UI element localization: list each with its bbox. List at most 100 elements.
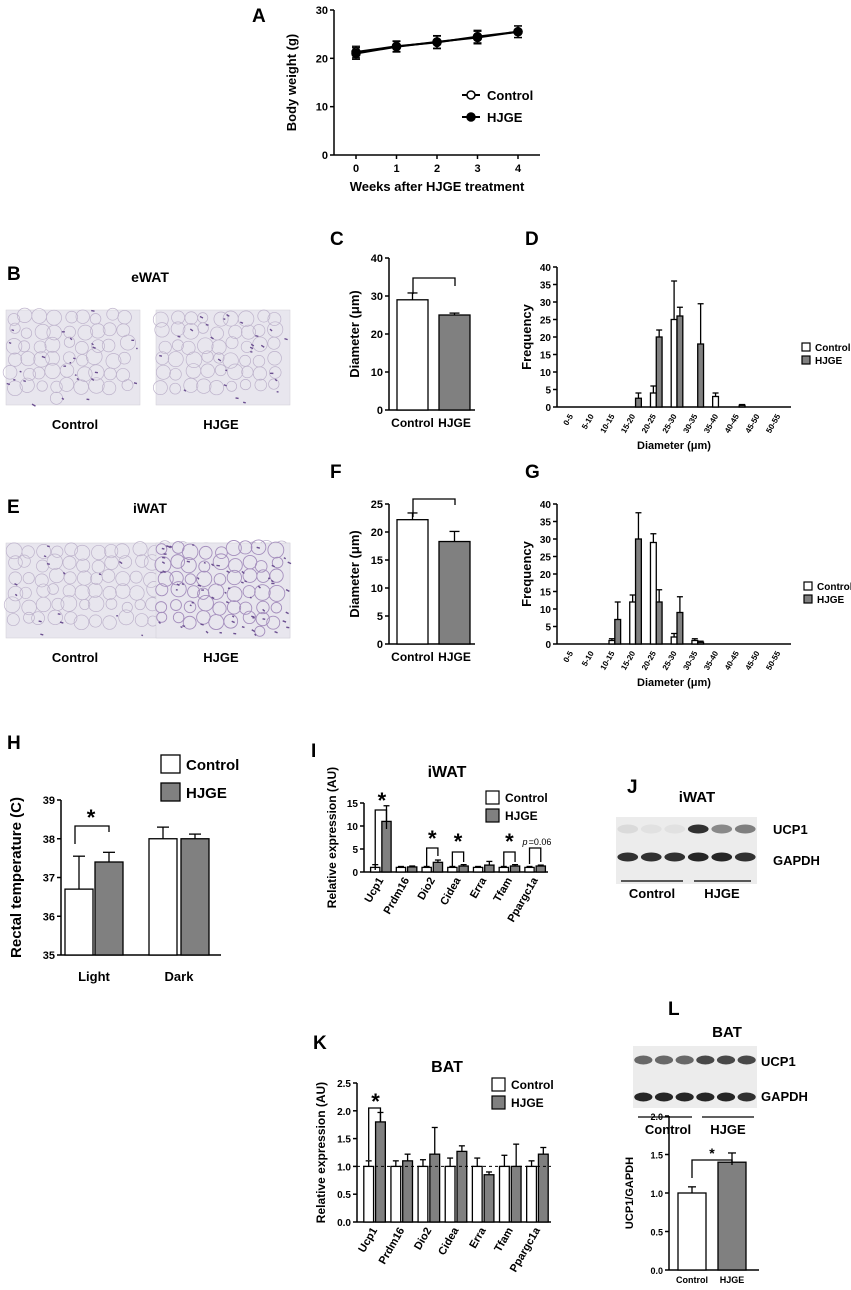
D-x-tick-label: 25-30	[661, 412, 679, 435]
H-s1-bar-1	[180, 838, 210, 956]
G-s0-bar-6	[691, 639, 699, 645]
D-x-axis-label: Diameter (μm)	[637, 440, 711, 452]
panel-L-letter: L	[668, 999, 680, 1020]
K-legend-label-1: HJGE	[511, 1096, 544, 1110]
I-significance-star-Tfam: *	[505, 829, 514, 854]
L-band-row1-lane3	[696, 1092, 715, 1102]
G-y-tick-label: 25	[540, 553, 552, 564]
B-title: eWAT	[131, 269, 169, 285]
L-bar-1	[717, 1161, 747, 1271]
I-legend-swatch-0	[485, 790, 500, 805]
K-y-tick-label: 0.5	[337, 1190, 351, 1201]
G-x-tick-label: 15-20	[619, 649, 637, 672]
E-hjge-nuclei	[158, 544, 292, 636]
I-legend-swatch-1	[485, 808, 500, 823]
I-bracket-Dio2	[426, 847, 439, 866]
C-y-tick-label: 20	[371, 329, 383, 341]
B-hjge-micrograph	[152, 309, 291, 406]
I-s1-bar-6	[535, 865, 547, 873]
C-y-tick-label: 10	[371, 367, 383, 379]
L-band-row1-lane2	[675, 1092, 694, 1102]
H-y-tick-label: 35	[43, 950, 55, 962]
A-x-tick-label: 4	[515, 163, 522, 175]
A-point-s1	[351, 48, 361, 59]
A-legend-label-0: Control	[487, 88, 533, 103]
K-s0-bar-2	[417, 1165, 429, 1223]
G-s1-bar-6	[697, 641, 705, 645]
panel-K-letter: K	[313, 1033, 327, 1054]
I-s0-bar-3	[447, 866, 458, 873]
I-p-value: =0.06	[529, 837, 552, 847]
panel-D-letter: D	[525, 229, 539, 250]
F-bar-0	[396, 519, 429, 645]
A-y-axis-label: Body weight (g)	[284, 34, 299, 132]
panel-A-letter: A	[252, 6, 266, 27]
H-y-tick-label: 36	[43, 911, 55, 923]
L-group-label-hjge: HJGE	[710, 1122, 746, 1137]
D-y-tick-label: 40	[540, 263, 552, 274]
K-title: BAT	[431, 1059, 463, 1076]
H-legend-label-0: Control	[186, 757, 239, 774]
D-x-tick-label: 20-25	[640, 412, 658, 435]
D-x-tick-label: 0-5	[562, 412, 576, 427]
H-x-category-label: Dark	[165, 969, 195, 984]
K-s0-bar-6	[526, 1165, 538, 1223]
L-group-label-control: Control	[645, 1122, 691, 1137]
I-significance-star-Cidea: *	[454, 829, 463, 854]
G-y-tick-label: 10	[540, 605, 552, 616]
D-legend-label-0: Control	[815, 343, 851, 354]
H-s0-bar-1	[148, 838, 178, 956]
K-s0-bar-1	[390, 1165, 402, 1223]
A-x-tick-label: 0	[353, 163, 359, 175]
L-bar-0	[677, 1192, 707, 1271]
B-control-micrograph-bg	[5, 309, 141, 406]
H-y-tick-label: 37	[43, 873, 55, 885]
panel-F-letter: F	[330, 462, 342, 483]
K-x-tick-label: Prdm16	[377, 1226, 408, 1267]
F-y-tick-label: 15	[371, 555, 383, 567]
L-x-category-label: HJGE	[720, 1275, 745, 1285]
H-s1-bar-0	[94, 861, 124, 956]
K-s1-bar-1	[402, 1160, 414, 1223]
E-hjge-micrograph	[154, 539, 292, 639]
A-x-tick-label: 1	[393, 163, 399, 175]
I-bracket-Ppargc1a	[528, 847, 542, 864]
B-hjge-cell-membranes	[152, 309, 284, 396]
B-control-nuclei	[6, 309, 138, 407]
K-s0-bar-5	[498, 1165, 510, 1223]
C-y-tick-label: 30	[371, 291, 383, 303]
panel-I-letter: I	[311, 741, 316, 762]
L-x-category-label: Control	[676, 1275, 708, 1285]
K-y-tick-label: 0.0	[337, 1218, 351, 1229]
G-y-axis-label: Frequency	[519, 540, 534, 607]
L-y-tick-label: 1.0	[650, 1189, 663, 1199]
I-s1-bar-3	[458, 865, 469, 873]
G-legend-label-0: Control	[817, 582, 851, 593]
K-s1-bar-0	[374, 1121, 386, 1223]
I-y-tick-label: 10	[347, 822, 359, 833]
G-y-tick-label: 30	[540, 535, 552, 546]
B-control-micrograph	[2, 307, 141, 407]
G-y-tick-label: 0	[545, 640, 551, 651]
K-s1-bar-2	[429, 1153, 441, 1223]
J-band-row0-lane0	[617, 824, 639, 834]
L-y-tick-label: 0.5	[650, 1228, 663, 1238]
K-x-tick-label: Cidea	[436, 1225, 462, 1258]
A-x-axis-label: Weeks after HJGE treatment	[350, 179, 525, 194]
G-y-tick-label: 20	[540, 570, 552, 581]
I-s0-bar-4	[472, 866, 484, 873]
H-legend-label-1: HJGE	[186, 785, 227, 802]
G-x-tick-label: 30-35	[681, 649, 699, 672]
F-y-tick-label: 5	[377, 611, 383, 623]
I-y-tick-label: 5	[352, 845, 358, 856]
L-y-tick-label: 0.0	[650, 1266, 663, 1276]
G-x-tick-label: 40-45	[723, 649, 741, 672]
I-significance-star-Ucp1: *	[378, 788, 387, 813]
D-y-tick-label: 10	[540, 368, 552, 379]
G-legend-swatch-1	[803, 594, 813, 604]
D-s1-bar-4	[655, 336, 663, 408]
I-s1-bar-5	[509, 865, 521, 873]
J-band-row0-lane2	[664, 824, 686, 834]
K-y-tick-label: 2.5	[337, 1079, 351, 1090]
E-hjge-micrograph-bg	[155, 542, 291, 639]
